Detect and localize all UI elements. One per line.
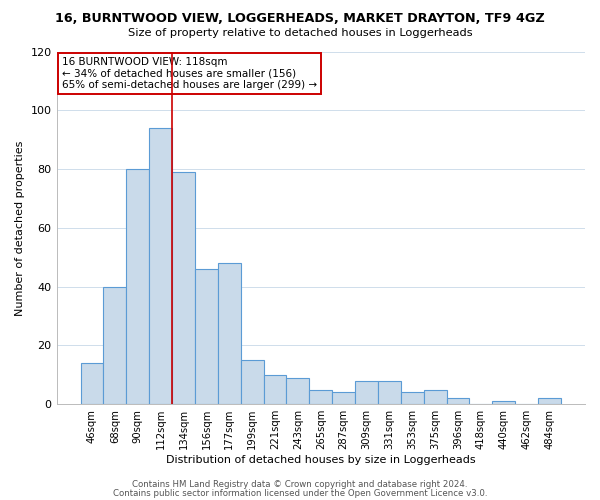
Bar [80, 363, 103, 404]
Bar [332, 392, 355, 404]
Bar [127, 169, 149, 404]
Bar [310, 390, 332, 404]
Bar [172, 172, 195, 404]
Bar [424, 390, 446, 404]
Bar [446, 398, 469, 404]
Bar [538, 398, 561, 404]
Bar [286, 378, 310, 404]
Text: Contains public sector information licensed under the Open Government Licence v3: Contains public sector information licen… [113, 488, 487, 498]
Bar [195, 269, 218, 404]
Bar [103, 286, 127, 404]
Bar [218, 263, 241, 404]
Text: Contains HM Land Registry data © Crown copyright and database right 2024.: Contains HM Land Registry data © Crown c… [132, 480, 468, 489]
Text: 16 BURNTWOOD VIEW: 118sqm
← 34% of detached houses are smaller (156)
65% of semi: 16 BURNTWOOD VIEW: 118sqm ← 34% of detac… [62, 57, 317, 90]
Y-axis label: Number of detached properties: Number of detached properties [15, 140, 25, 316]
Bar [149, 128, 172, 404]
Bar [378, 380, 401, 404]
Bar [241, 360, 263, 404]
Bar [355, 380, 378, 404]
X-axis label: Distribution of detached houses by size in Loggerheads: Distribution of detached houses by size … [166, 455, 476, 465]
Text: 16, BURNTWOOD VIEW, LOGGERHEADS, MARKET DRAYTON, TF9 4GZ: 16, BURNTWOOD VIEW, LOGGERHEADS, MARKET … [55, 12, 545, 26]
Bar [263, 375, 286, 404]
Text: Size of property relative to detached houses in Loggerheads: Size of property relative to detached ho… [128, 28, 472, 38]
Bar [493, 402, 515, 404]
Bar [401, 392, 424, 404]
